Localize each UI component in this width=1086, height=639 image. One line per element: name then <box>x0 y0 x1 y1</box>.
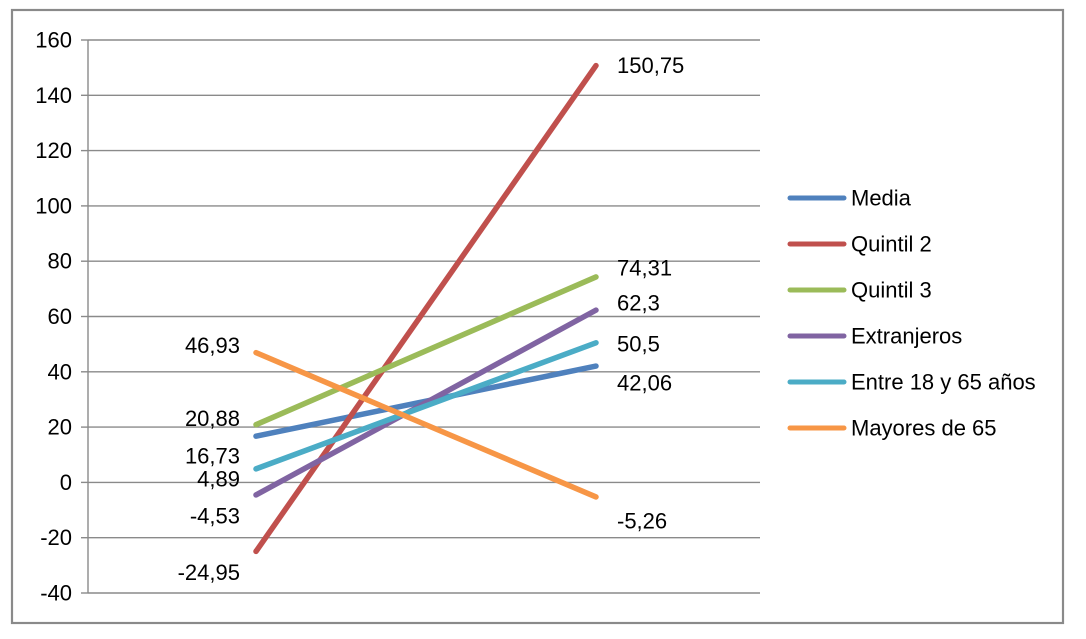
y-axis-tick-label: 60 <box>48 304 72 329</box>
legend-label-quintil-2: Quintil 2 <box>851 232 932 257</box>
y-axis-tick-label: 80 <box>48 249 72 274</box>
y-axis-tick-label: 0 <box>60 470 72 495</box>
data-label-mayores-de-65-start: 46,93 <box>185 333 240 358</box>
data-label-media-end: 42,06 <box>617 371 672 396</box>
series-line-entre-18-y-65-a-os <box>253 340 599 472</box>
y-axis-tick-label: -20 <box>40 525 72 550</box>
y-axis-tick-label: 20 <box>48 415 72 440</box>
data-label-quintil-3-start: 20,88 <box>185 406 240 431</box>
data-label-quintil-2-start: -24,95 <box>178 560 240 585</box>
y-axis-tick-label: 40 <box>48 359 72 384</box>
data-label-media-start: 16,73 <box>185 444 240 469</box>
legend-label-extranjeros: Extranjeros <box>851 324 962 349</box>
legend-label-quintil-3: Quintil 3 <box>851 278 932 303</box>
y-axis-tick-label: 100 <box>35 193 72 218</box>
data-label-extranjeros-end: 62,3 <box>617 291 660 316</box>
legend-item-media: Media <box>787 186 912 211</box>
y-axis-tick-label: 120 <box>35 138 72 163</box>
data-label-quintil-3-end: 74,31 <box>617 255 672 280</box>
data-label-entre-18-y-65-a-os-start: 4,89 <box>197 466 240 491</box>
legend-item-quintil-2: Quintil 2 <box>787 232 932 257</box>
y-axis-tick-label: 160 <box>35 28 72 53</box>
series-line-mayores-de-65 <box>253 349 599 500</box>
data-label-quintil-2-end: 150,75 <box>617 53 684 78</box>
y-axis-tick-label: -40 <box>40 581 72 606</box>
series-line-extranjeros <box>253 307 599 498</box>
legend: Media Quintil 2 Quintil 3 Extranjeros Entre … <box>787 186 1036 441</box>
legend-item-mayores-de-65: Mayores de 65 <box>787 416 997 441</box>
legend-label-media: Media <box>851 186 912 211</box>
legend-item-entre-18-y-65-a-os: Entre 18 y 65 años <box>787 370 1036 395</box>
y-axis-tick-label: 140 <box>35 83 72 108</box>
series-line-quintil-2 <box>253 62 599 555</box>
legend-label-mayores-de-65: Mayores de 65 <box>851 416 997 441</box>
series-line-quintil-3 <box>253 274 599 428</box>
legend-item-quintil-3: Quintil 3 <box>787 278 932 303</box>
legend-item-extranjeros: Extranjeros <box>787 324 962 349</box>
data-label-entre-18-y-65-a-os-end: 50,5 <box>617 331 660 356</box>
data-label-extranjeros-start: -4,53 <box>190 503 240 528</box>
data-label-mayores-de-65-end: -5,26 <box>617 508 667 533</box>
legend-label-entre-18-y-65-a-os: Entre 18 y 65 años <box>851 370 1036 395</box>
